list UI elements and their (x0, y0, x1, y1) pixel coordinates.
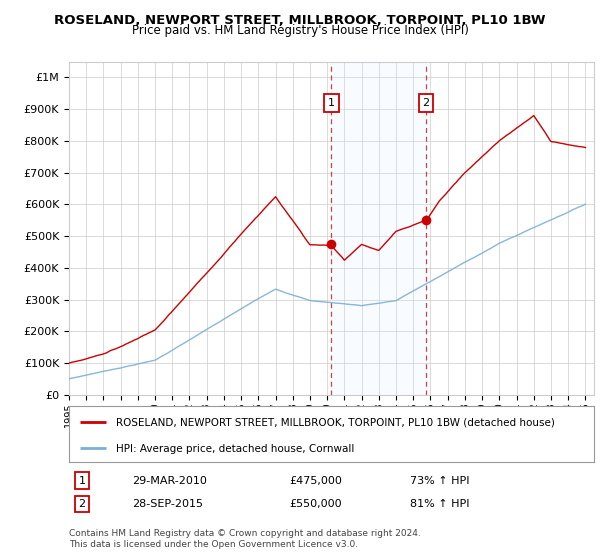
Text: ROSELAND, NEWPORT STREET, MILLBROOK, TORPOINT, PL10 1BW: ROSELAND, NEWPORT STREET, MILLBROOK, TOR… (54, 14, 546, 27)
Text: HPI: Average price, detached house, Cornwall: HPI: Average price, detached house, Corn… (116, 444, 355, 454)
Text: 29-MAR-2010: 29-MAR-2010 (132, 475, 207, 486)
Text: 28-SEP-2015: 28-SEP-2015 (132, 499, 203, 509)
Text: ROSELAND, NEWPORT STREET, MILLBROOK, TORPOINT, PL10 1BW (detached house): ROSELAND, NEWPORT STREET, MILLBROOK, TOR… (116, 418, 555, 428)
Text: 1: 1 (328, 98, 335, 108)
Text: 2: 2 (79, 499, 86, 509)
Text: £550,000: £550,000 (290, 499, 342, 509)
Bar (331, 62, 426, 395)
Text: 81% ↑ HPI: 81% ↑ HPI (410, 499, 470, 509)
Text: £475,000: £475,000 (290, 475, 343, 486)
Text: Contains HM Land Registry data © Crown copyright and database right 2024.
This d: Contains HM Land Registry data © Crown c… (69, 529, 421, 549)
Text: 1: 1 (79, 475, 86, 486)
Text: 73% ↑ HPI: 73% ↑ HPI (410, 475, 470, 486)
Text: 2: 2 (422, 98, 430, 108)
Text: Price paid vs. HM Land Registry's House Price Index (HPI): Price paid vs. HM Land Registry's House … (131, 24, 469, 37)
